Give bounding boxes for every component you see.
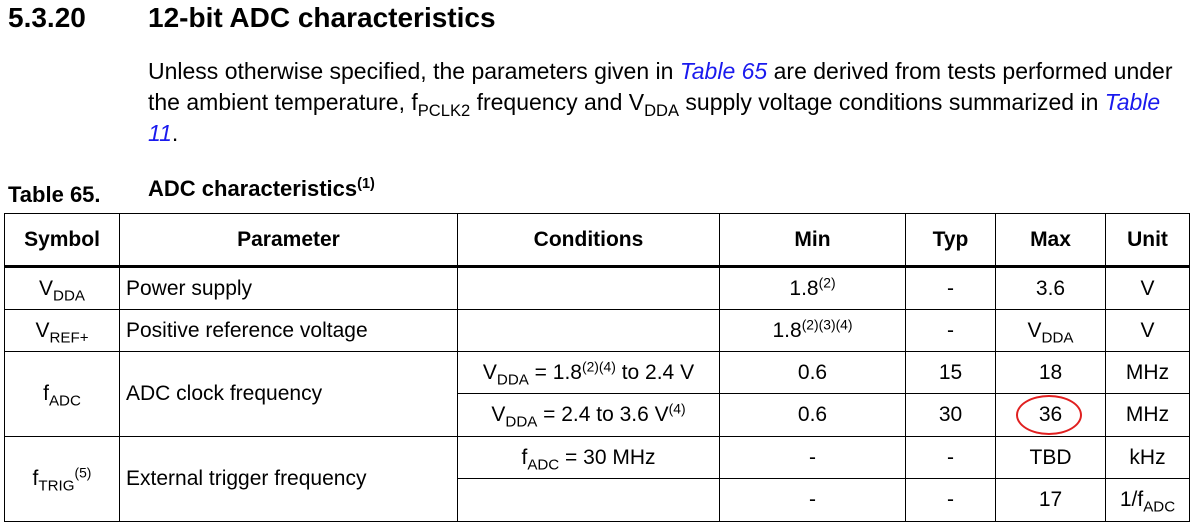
- condition-text: V: [491, 403, 506, 426]
- highlighted-max-value: 36: [1015, 395, 1082, 435]
- dda-subscript: DDA: [644, 100, 680, 120]
- symbol-subscript: DDA: [53, 286, 85, 304]
- table-row: - - 17 1/fADC: [5, 478, 1190, 522]
- min-cell: -: [719, 478, 906, 522]
- parameter-cell: Power supply: [119, 266, 458, 310]
- parameter-cell: ADC clock frequency: [119, 351, 458, 437]
- table-11-link[interactable]: Table 11: [148, 89, 1161, 146]
- table-number: Table 65.: [8, 182, 101, 207]
- footnote-ref: (4): [668, 400, 686, 417]
- conditions-cell: VDDA = 2.4 to 3.6 V(4): [457, 393, 720, 437]
- symbol-cell: VDDA: [4, 266, 120, 310]
- intro-text-1: Unless otherwise specified, the paramete…: [148, 58, 680, 84]
- symbol-text: f: [43, 382, 49, 405]
- condition-subscript: DDA: [496, 370, 529, 388]
- symbol-subscript: ADC: [48, 392, 81, 410]
- conditions-cell: fADC = 30 MHz: [457, 436, 720, 479]
- typ-cell: -: [905, 478, 996, 522]
- header-conditions: Conditions: [457, 213, 720, 268]
- max-subscript: DDA: [1041, 328, 1074, 346]
- typ-cell: 30: [905, 393, 996, 437]
- red-circle-annotation: [1015, 395, 1082, 435]
- section-number: 5.3.20: [8, 2, 86, 33]
- header-symbol: Symbol: [4, 213, 120, 268]
- unit-cell: MHz: [1105, 393, 1190, 437]
- conditions-cell: [457, 309, 720, 352]
- intro-text-2: are derived from tests performed under t…: [148, 58, 1173, 115]
- typ-cell: 15: [905, 351, 996, 394]
- typ-cell: -: [905, 309, 996, 352]
- min-value: 1.8: [789, 276, 819, 300]
- footnote-ref: (2)(4): [581, 357, 616, 374]
- footnote-ref: (5): [74, 464, 92, 481]
- max-cell: TBD: [995, 436, 1106, 479]
- min-value: 1.8: [772, 318, 802, 342]
- min-cell: -: [719, 436, 906, 479]
- min-cell: 1.8(2): [719, 266, 906, 310]
- conditions-cell: [457, 478, 720, 522]
- unit-cell: MHz: [1105, 351, 1190, 394]
- table-title-text: ADC characteristics: [148, 176, 358, 201]
- unit-cell: kHz: [1105, 436, 1190, 479]
- section-title: 12-bit ADC characteristics: [148, 2, 496, 33]
- max-cell: VDDA: [995, 309, 1106, 352]
- unit-cell: V: [1105, 266, 1190, 310]
- table-65-link[interactable]: Table 65: [679, 58, 768, 84]
- symbol-cell: VREF+: [4, 309, 120, 352]
- condition-text: to 2.4 V: [615, 360, 695, 384]
- typ-cell: -: [905, 436, 996, 479]
- unit-subscript: ADC: [1143, 498, 1176, 516]
- symbol-subscript: TRIG: [38, 477, 75, 495]
- symbol-text: V: [35, 318, 50, 342]
- unit-cell: V: [1105, 309, 1190, 352]
- parameter-cell: External trigger frequency: [119, 436, 458, 522]
- pclk2-subscript: PCLK2: [417, 100, 471, 120]
- footnote-ref: (2): [818, 273, 836, 290]
- condition-text: = 30 MHz: [559, 445, 656, 469]
- symbol-cell: fTRIG(5): [4, 436, 120, 522]
- condition-text: f: [521, 445, 528, 469]
- table-header-row: Symbol Parameter Conditions Min Typ Max …: [4, 213, 1190, 268]
- header-min: Min: [719, 213, 906, 268]
- min-cell: 0.6: [719, 351, 906, 394]
- unit-cell: 1/fADC: [1105, 478, 1190, 522]
- symbol-text: V: [39, 276, 54, 300]
- typ-cell: -: [905, 266, 996, 310]
- intro-text-5: .: [171, 120, 179, 146]
- condition-subscript: DDA: [505, 413, 538, 431]
- conditions-cell: [457, 266, 720, 310]
- condition-subscript: ADC: [527, 455, 560, 473]
- intro-text-3: frequency and V: [470, 89, 645, 115]
- table-title: ADC characteristics(1): [148, 176, 375, 202]
- unit-text: 1/f: [1119, 488, 1144, 511]
- max-value: V: [1027, 318, 1042, 342]
- symbol-subscript: REF+: [49, 328, 89, 346]
- max-cell: 18: [995, 351, 1106, 394]
- min-cell: 1.8(2)(3)(4): [719, 309, 906, 352]
- header-unit: Unit: [1105, 213, 1190, 268]
- footnote-ref: (2)(3)(4): [801, 315, 853, 332]
- table-row: VDDA Power supply 1.8(2) - 3.6 V: [4, 266, 1190, 310]
- adc-characteristics-table: Symbol Parameter Conditions Min Typ Max …: [4, 213, 1190, 522]
- max-cell: 36: [995, 393, 1106, 437]
- min-cell: 0.6: [719, 393, 906, 437]
- header-max: Max: [995, 213, 1106, 268]
- condition-text: = 2.4 to 3.6 V: [537, 403, 669, 426]
- table-title-note: (1): [357, 176, 375, 193]
- symbol-text: f: [32, 467, 39, 490]
- condition-text: = 1.8: [528, 360, 582, 384]
- intro-text-4: supply voltage conditions summarized in: [679, 89, 1105, 115]
- conditions-cell: VDDA = 1.8(2)(4) to 2.4 V: [457, 351, 720, 394]
- parameter-cell: Positive reference voltage: [119, 309, 458, 352]
- condition-text: V: [482, 360, 497, 384]
- intro-paragraph: Unless otherwise specified, the paramete…: [148, 56, 1178, 149]
- table-row: fTRIG(5) External trigger frequency fADC…: [4, 436, 1190, 522]
- table-row: VREF+ Positive reference voltage 1.8(2)(…: [4, 309, 1190, 352]
- header-typ: Typ: [905, 213, 996, 268]
- header-parameter: Parameter: [119, 213, 458, 268]
- max-cell: 17: [995, 478, 1106, 522]
- table-row: fADC ADC clock frequency VDDA = 1.8(2)(4…: [4, 351, 1190, 437]
- max-cell: 3.6: [995, 266, 1106, 310]
- symbol-cell: fADC: [4, 351, 120, 437]
